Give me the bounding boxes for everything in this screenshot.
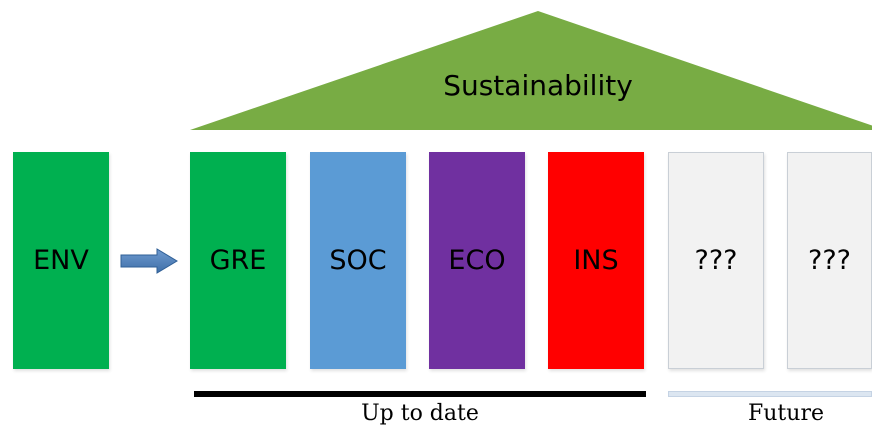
future-pillar-1-label: ???	[694, 245, 738, 276]
future-pillar-1: ???	[668, 152, 764, 369]
pillar-soc-label: SOC	[329, 245, 387, 276]
future-pillar-2: ???	[787, 152, 872, 369]
future-group-label: Future	[748, 401, 824, 426]
future-group-bar	[668, 391, 872, 397]
pillar-gre: GRE	[190, 152, 286, 369]
roof-triangle	[190, 11, 872, 130]
pillar-gre-label: GRE	[209, 245, 267, 276]
roof-label: Sustainability	[443, 69, 633, 102]
pillar-ins-label: INS	[573, 245, 619, 276]
pillar-soc: SOC	[310, 152, 406, 369]
future-pillar-2-label: ???	[808, 245, 851, 276]
right-arrow-icon	[120, 248, 178, 274]
pillar-eco-label: ECO	[448, 245, 506, 276]
current-group-label: Up to date	[361, 401, 479, 426]
sustainability-roof	[190, 11, 872, 130]
pillar-eco: ECO	[429, 152, 525, 369]
env-label: ENV	[33, 245, 89, 276]
pillar-ins: INS	[548, 152, 644, 369]
env-block: ENV	[13, 152, 109, 369]
current-group-bar	[194, 391, 646, 397]
